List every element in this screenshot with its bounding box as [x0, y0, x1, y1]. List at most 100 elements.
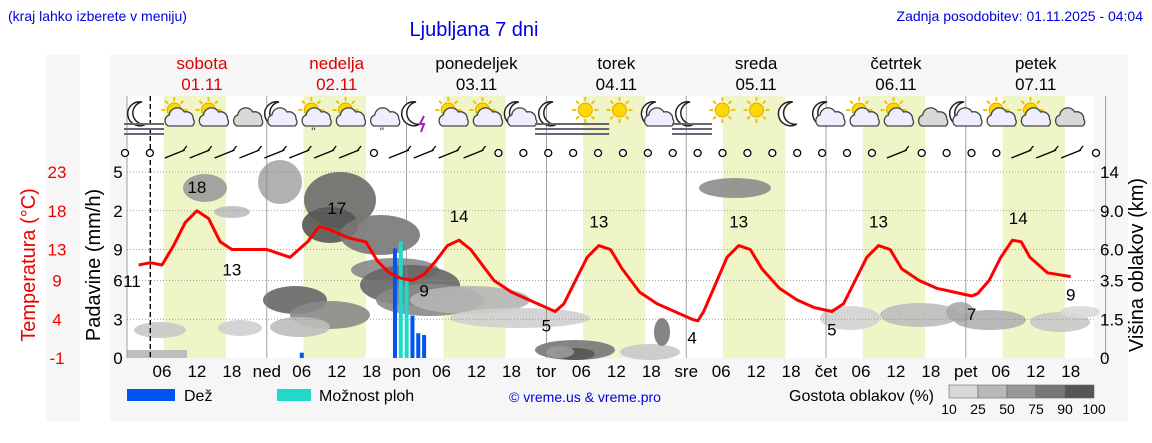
calm-wind-marker — [793, 148, 802, 158]
sun-disc — [612, 102, 627, 118]
calm-wind-marker — [145, 148, 155, 158]
sun-fog-icon — [569, 97, 610, 135]
sun-disc — [714, 102, 730, 118]
cloud-shape — [986, 107, 1017, 127]
moon-fog-icon — [672, 101, 712, 135]
wind-barb-flag — [182, 145, 188, 152]
shower-legend-label: Možnost ploh — [319, 388, 414, 405]
wind-barb — [438, 149, 459, 159]
cloud-density-patch — [546, 346, 574, 358]
day-name: četrtek — [870, 54, 922, 73]
sun-cloud-icon — [880, 97, 915, 127]
sun-ray — [762, 115, 767, 120]
wind-barb-flag — [406, 145, 412, 152]
cloud-shape — [232, 107, 264, 127]
region-hint[interactable]: (kraj lahko izberete v meniju) — [8, 8, 187, 24]
sun-ray — [712, 100, 717, 105]
cloud-density-patch — [946, 302, 974, 322]
wind-barb-flag — [256, 145, 262, 152]
sun-cloud-drizzle-icon: " — [298, 97, 332, 139]
calm-wind-marker — [718, 148, 727, 158]
day-date: 07.11 — [1015, 75, 1056, 94]
temperature-data-label: 7 — [967, 305, 976, 324]
wind-barb — [239, 149, 260, 159]
sun-ray — [746, 115, 751, 120]
cloud-shape — [164, 107, 195, 127]
cloud-density-swatch — [1035, 384, 1066, 399]
cloud-density-patch — [218, 320, 262, 336]
cloud-density-patch — [880, 303, 960, 327]
hour-tick-label: 12 — [187, 362, 206, 381]
sun-ray — [625, 115, 630, 120]
calm-wind-marker — [817, 148, 827, 158]
precipitation-bar — [422, 335, 427, 358]
hour-tick-label: 06 — [292, 362, 311, 381]
precipitation-tick-label: 5 — [113, 163, 122, 182]
cloud-density-patch — [214, 206, 250, 218]
sun-ray — [316, 100, 322, 105]
calm-wind-marker — [120, 148, 130, 158]
temperature-tick-label: 23 — [48, 163, 67, 182]
moon-cloud-icon — [263, 101, 298, 127]
moon-shape — [400, 101, 421, 127]
cloud-shape — [198, 107, 230, 127]
sun-ray — [488, 100, 493, 105]
cloud-density-patch — [450, 308, 590, 328]
temperature-data-label: 9 — [1066, 286, 1075, 305]
wind-barb — [1011, 149, 1032, 159]
cloud-density-step-label: 25 — [970, 401, 986, 417]
day-boundary-label: pet — [954, 362, 978, 381]
precipitation-bar — [404, 280, 409, 358]
calm-wind-marker — [593, 148, 603, 158]
cloud-shape — [267, 107, 298, 127]
precipitation-tick-label: 0 — [113, 349, 122, 368]
precipitation-bar — [416, 333, 421, 358]
hour-tick-label: 12 — [327, 362, 346, 381]
hour-tick-label: 06 — [572, 362, 591, 381]
cloud-density-patch — [134, 322, 186, 338]
wind-barb-flag — [904, 145, 910, 152]
hour-tick-label: 18 — [502, 362, 521, 381]
precipitation-tick-label: 6 — [113, 272, 122, 291]
cloud-density-swatch — [948, 384, 979, 399]
moon-fog-icon — [535, 101, 575, 135]
sun-ray — [301, 100, 306, 105]
sun-ray — [746, 100, 751, 105]
wind-barb-flag — [306, 145, 312, 152]
sun-cloud-icon — [1017, 97, 1052, 127]
sun-disc — [577, 102, 593, 118]
day-date: 01.11 — [181, 75, 222, 94]
day-boundary-label: ned — [253, 362, 281, 381]
day-name: ponedeljek — [435, 54, 518, 73]
hour-tick-label: 06 — [432, 362, 451, 381]
cloud-density-patch — [654, 318, 670, 346]
sun-ray — [590, 100, 596, 105]
sun-ray — [590, 115, 596, 120]
moon-shape — [674, 101, 695, 127]
day-boundary-label: sre — [674, 362, 698, 381]
credit-link[interactable]: © vreme.us & vreme.pro — [509, 389, 661, 405]
calm-wind-marker — [842, 148, 852, 158]
hour-tick-label: 12 — [607, 362, 626, 381]
cloud-shape — [952, 107, 983, 127]
cloud-density-swatch — [977, 384, 1008, 399]
wind-barb-flag — [207, 145, 213, 152]
wind-barb-flag — [481, 145, 487, 152]
temperature-data-label: 14 — [450, 207, 469, 226]
hour-tick-label: 12 — [1026, 362, 1045, 381]
cloud-shape — [643, 107, 675, 127]
day-date: 04.11 — [596, 75, 637, 94]
calm-wind-marker — [643, 148, 652, 158]
cloud-density-swatch — [1064, 384, 1095, 399]
temperature-data-label: 17 — [327, 199, 346, 218]
calm-wind-marker — [992, 148, 1001, 158]
sun-ray — [1020, 100, 1025, 105]
calm-wind-marker — [917, 148, 926, 158]
last-updated: Zadnja posodobitev: 01.11.2025 - 04:04 — [897, 8, 1144, 24]
cloud-density-patch — [820, 306, 880, 330]
sun-ray — [179, 100, 185, 105]
sun-cloud-icon — [435, 97, 469, 127]
wind-barb — [338, 149, 360, 159]
temperature-data-label: 5 — [827, 321, 836, 340]
